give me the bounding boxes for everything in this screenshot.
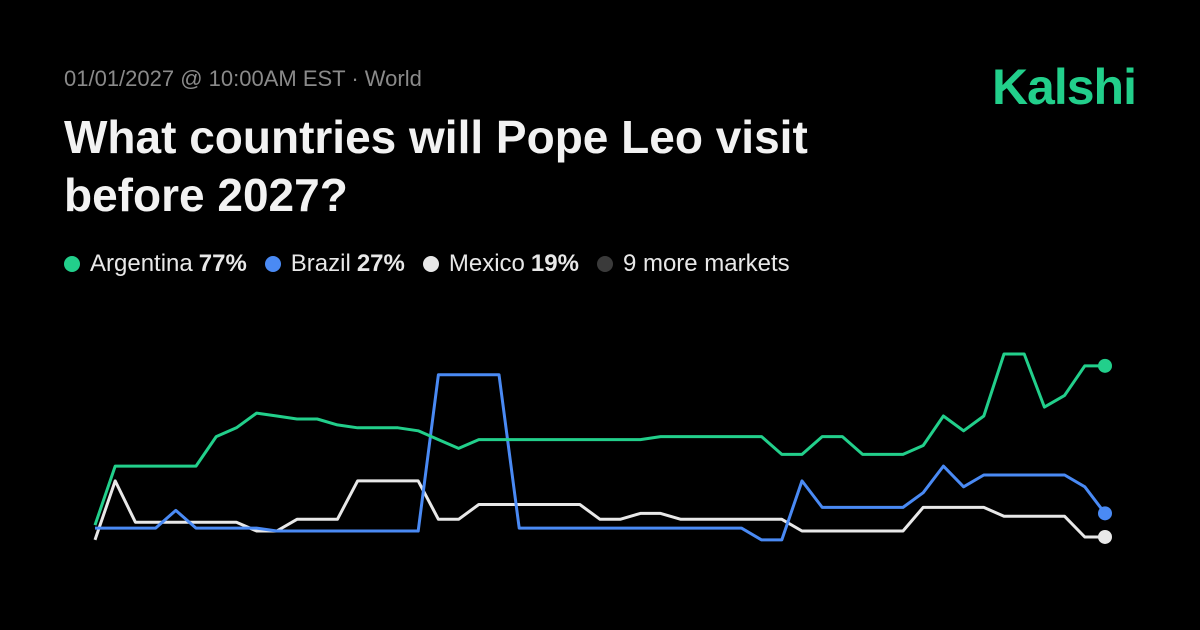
end-dot [1098, 358, 1112, 373]
end-dot [1098, 506, 1112, 521]
series-line [93, 352, 1105, 526]
subtitle: 01/01/2027 @ 10:00AM EST · World [64, 66, 422, 91]
legend-item: Brazil 27% [264, 250, 405, 278]
series-line [95, 373, 1107, 542]
legend-more: 9 more markets [622, 250, 790, 277]
end-dot [1098, 529, 1112, 544]
legend-value: 19% [530, 250, 579, 277]
legend-name: Mexico [448, 250, 525, 277]
legend-value: 77% [198, 250, 247, 277]
series-line [93, 479, 1105, 541]
legend-name: Brazil [290, 250, 351, 277]
legend-name: Argentina [90, 250, 193, 277]
legend-dot [264, 256, 281, 272]
legend-dot [64, 256, 80, 272]
legend-item: Argentina 77% [64, 250, 247, 278]
legend-item: Mexico 19% [422, 250, 579, 278]
brand-logo: Kalshi [991, 59, 1137, 115]
legend-dot [596, 256, 613, 272]
legend-item: 9 more markets [596, 250, 790, 278]
legend: Argentina 77% Brazil 27% Mexico 19% 9 more mar… [64, 250, 808, 278]
legend-dot [422, 256, 439, 272]
chart-title: What countries will Pope Leo visit befor… [64, 111, 808, 221]
legend-value: 27% [356, 250, 405, 277]
